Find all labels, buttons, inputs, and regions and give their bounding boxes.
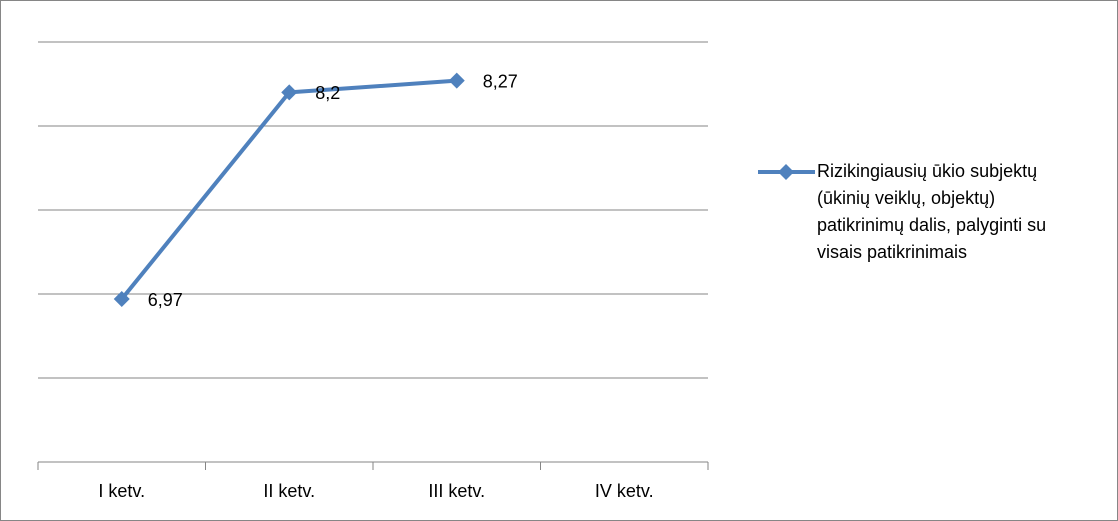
x-tick-label: III ketv. <box>428 481 485 501</box>
legend: Rizikingiausių ūkio subjektų (ūkinių vei… <box>817 161 1047 262</box>
data-point <box>281 84 298 101</box>
data-point <box>448 72 465 89</box>
legend-marker <box>778 164 794 180</box>
legend-label: Rizikingiausių ūkio subjektų (ūkinių vei… <box>817 161 1047 262</box>
data-point <box>113 291 130 308</box>
x-tick-label: IV ketv. <box>595 481 654 501</box>
x-tick-label: I ketv. <box>98 481 145 501</box>
x-tick-label: II ketv. <box>263 481 315 501</box>
data-label: 6,97 <box>148 290 183 310</box>
data-label: 8,27 <box>483 71 518 91</box>
data-label: 8,2 <box>315 83 340 103</box>
